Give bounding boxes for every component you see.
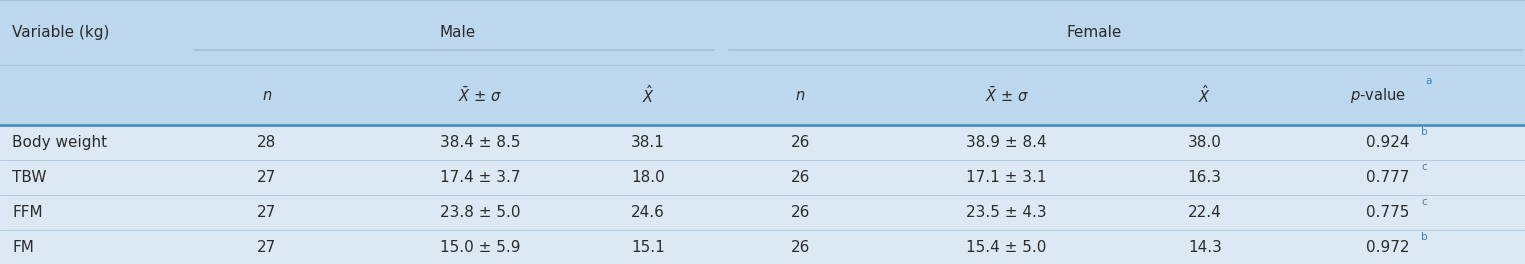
Text: 26: 26: [791, 205, 810, 220]
Text: 0.775: 0.775: [1366, 205, 1409, 220]
Text: 0.972: 0.972: [1366, 240, 1409, 255]
Text: 0.924: 0.924: [1366, 135, 1409, 150]
Bar: [0, 65, 1525, 125]
Text: 24.6: 24.6: [631, 205, 665, 220]
Text: 14.3: 14.3: [1188, 240, 1222, 255]
Text: 26: 26: [791, 170, 810, 185]
Text: $\bar{X}$ $\pm$ $\sigma$: $\bar{X}$ $\pm$ $\sigma$: [459, 86, 502, 105]
Text: 26: 26: [791, 240, 810, 255]
Text: c: c: [1421, 197, 1427, 207]
Text: 15.1: 15.1: [631, 240, 665, 255]
Text: 28: 28: [258, 135, 276, 150]
Text: $p$-value: $p$-value: [1350, 86, 1406, 105]
Bar: [0, 230, 1525, 264]
Text: b: b: [1421, 232, 1427, 242]
Text: $n$: $n$: [262, 88, 271, 102]
Text: $\hat{X}$: $\hat{X}$: [642, 84, 654, 106]
Text: $\bar{X}$ $\pm$ $\sigma$: $\bar{X}$ $\pm$ $\sigma$: [985, 86, 1028, 105]
Text: 15.4 ± 5.0: 15.4 ± 5.0: [967, 240, 1046, 255]
Text: 27: 27: [258, 205, 276, 220]
Text: $\hat{X}$: $\hat{X}$: [1199, 84, 1211, 106]
Bar: [0, 160, 1525, 195]
Text: 22.4: 22.4: [1188, 205, 1222, 220]
Text: 15.0 ± 5.9: 15.0 ± 5.9: [441, 240, 520, 255]
Text: FFM: FFM: [12, 205, 43, 220]
Text: b: b: [1421, 127, 1427, 137]
Text: 23.5 ± 4.3: 23.5 ± 4.3: [967, 205, 1046, 220]
Text: 26: 26: [791, 135, 810, 150]
Text: 17.1 ± 3.1: 17.1 ± 3.1: [967, 170, 1046, 185]
Text: Body weight: Body weight: [12, 135, 107, 150]
Text: Male: Male: [439, 25, 476, 40]
Text: 38.4 ± 8.5: 38.4 ± 8.5: [441, 135, 520, 150]
Text: 38.1: 38.1: [631, 135, 665, 150]
Text: a: a: [1426, 76, 1432, 86]
Text: c: c: [1421, 162, 1427, 172]
Bar: [0, 125, 1525, 160]
Text: Variable (kg): Variable (kg): [12, 25, 110, 40]
Text: TBW: TBW: [12, 170, 47, 185]
Text: 17.4 ± 3.7: 17.4 ± 3.7: [441, 170, 520, 185]
Text: 0.777: 0.777: [1366, 170, 1409, 185]
Text: 23.8 ± 5.0: 23.8 ± 5.0: [441, 205, 520, 220]
Text: 27: 27: [258, 240, 276, 255]
Text: 27: 27: [258, 170, 276, 185]
Bar: [0, 195, 1525, 230]
Text: 16.3: 16.3: [1188, 170, 1222, 185]
Text: 38.9 ± 8.4: 38.9 ± 8.4: [967, 135, 1046, 150]
Bar: [0, 0, 1525, 65]
Text: $n$: $n$: [796, 88, 805, 102]
Text: 18.0: 18.0: [631, 170, 665, 185]
Text: FM: FM: [12, 240, 34, 255]
Text: 38.0: 38.0: [1188, 135, 1222, 150]
Text: Female: Female: [1066, 25, 1122, 40]
